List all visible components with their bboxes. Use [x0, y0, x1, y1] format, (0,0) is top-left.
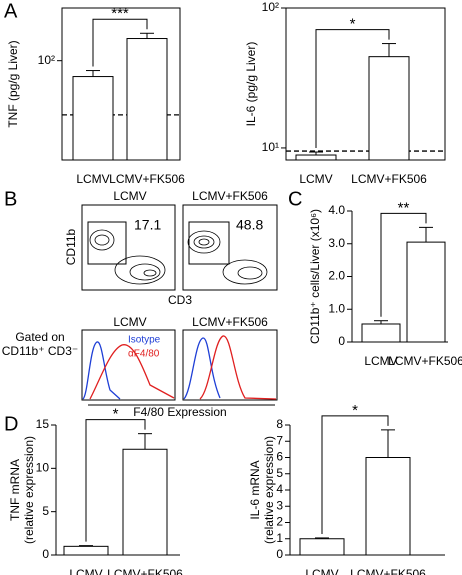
histogram-plot [81, 329, 176, 401]
bar [299, 538, 345, 556]
y-tick-label: 6 [276, 450, 283, 464]
y-axis-label: (relative expression) [262, 436, 276, 544]
y-tick-label: 5 [276, 466, 283, 480]
y-tick-label: 4.0 [328, 203, 345, 217]
x-tick-label: LCMV+FK506 [388, 354, 462, 368]
legend-entry: Isotype [128, 335, 161, 346]
y-tick-label: 3 [276, 498, 283, 512]
y-tick-label: 2.0 [328, 269, 345, 283]
y-tick-label: 1.0 [328, 301, 345, 315]
x-tick-label: LCMV+FK506 [351, 172, 427, 186]
x-tick-label: LCMV [299, 172, 332, 186]
legend-entry: αF4/80 [128, 349, 160, 360]
bar [365, 457, 411, 556]
y-tick-label: 7 [276, 433, 283, 447]
column-title: LCMV [113, 315, 146, 329]
gate-percent: 17.1 [134, 217, 161, 233]
x-tick-label: LCMV [76, 172, 109, 186]
bar [63, 545, 109, 556]
contour-plot [81, 204, 176, 291]
y-tick-label: 0 [42, 547, 49, 561]
significance-bracket [380, 212, 427, 317]
axis-frame [61, 7, 181, 161]
bar [126, 38, 168, 161]
x-tick-label: LCMV+FK506 [109, 172, 185, 186]
gate-note: CD11b⁺ CD3⁻ [2, 344, 78, 358]
y-tick-label: 8 [276, 417, 283, 431]
x-tick-label: LCMV+FK506 [350, 567, 426, 575]
x-tick-label: LCMV+FK506 [107, 567, 183, 575]
x-tick-label: LCMV [69, 567, 102, 575]
bar [361, 323, 401, 343]
y-axis-label: TNF (pg/g Liver) [6, 40, 20, 127]
bar [368, 56, 410, 161]
y-axis-label: IL-6 (pg/g Liver) [244, 42, 258, 127]
bar [295, 154, 337, 161]
y-tick-label: 15 [36, 417, 50, 431]
histogram-plot [182, 329, 278, 401]
significance-bracket [85, 419, 146, 542]
panel-letter: C [288, 188, 302, 210]
y-axis-label: CD11b⁺ cells/Liver (x10⁶) [308, 209, 322, 344]
y-axis-label: IL-6 mRNA [248, 460, 262, 519]
y-tick-label: 0 [338, 334, 345, 348]
panel-letter: A [4, 0, 18, 22]
bar [72, 76, 114, 161]
bar [406, 241, 446, 343]
significance: * [350, 16, 356, 33]
significance: ** [398, 199, 410, 216]
y-tick-label: 1 [276, 531, 283, 545]
significance-bracket [315, 29, 390, 149]
significance: * [113, 406, 119, 423]
contours [89, 229, 268, 285]
f480-curve [89, 344, 175, 400]
axis-label: CD11b [64, 228, 78, 265]
contour-plot [182, 204, 278, 291]
column-title: LCMV+FK506 [192, 315, 268, 329]
significance: *** [111, 5, 129, 22]
y-tick-label: 10² [38, 53, 55, 67]
f480-curve [199, 335, 277, 400]
y-tick-label: 2 [276, 515, 283, 529]
bar [122, 448, 168, 556]
y-tick-label: 5 [42, 504, 49, 518]
gate [188, 221, 230, 265]
y-tick-label: 3.0 [328, 236, 345, 250]
y-tick-label: 4 [276, 482, 283, 496]
isotype-curve [82, 341, 121, 400]
gate-note: Gated on [15, 330, 64, 344]
gate-percent: 48.8 [236, 217, 263, 233]
y-axis-label: (relative expression) [22, 436, 36, 544]
significance-bracket [92, 18, 148, 67]
isotype-curve [183, 337, 221, 400]
significance: * [352, 402, 358, 419]
flow-panel: B LCMV LCMV+FK506 17.1 48.8 CD11b CD3 LC… [2, 188, 278, 419]
y-tick-label: 10 [36, 461, 50, 475]
y-tick-label: 10² [262, 0, 279, 14]
panel-letter: D [4, 413, 18, 435]
y-tick-label: 10¹ [262, 140, 279, 154]
column-title: LCMV+FK506 [192, 189, 268, 203]
column-title: LCMV [113, 189, 146, 203]
gate [87, 221, 127, 265]
significance-bracket [321, 415, 389, 534]
axis-label: CD3 [168, 293, 192, 307]
axis-frame [285, 7, 446, 161]
y-axis-label: TNF mRNA [8, 459, 22, 521]
panel-letter: B [4, 188, 17, 210]
y-tick-label: 0 [276, 547, 283, 561]
x-tick-label: LCMV [364, 354, 397, 368]
axis-label: F4/80 Expression [133, 405, 226, 419]
x-tick-label: LCMV [305, 567, 338, 575]
